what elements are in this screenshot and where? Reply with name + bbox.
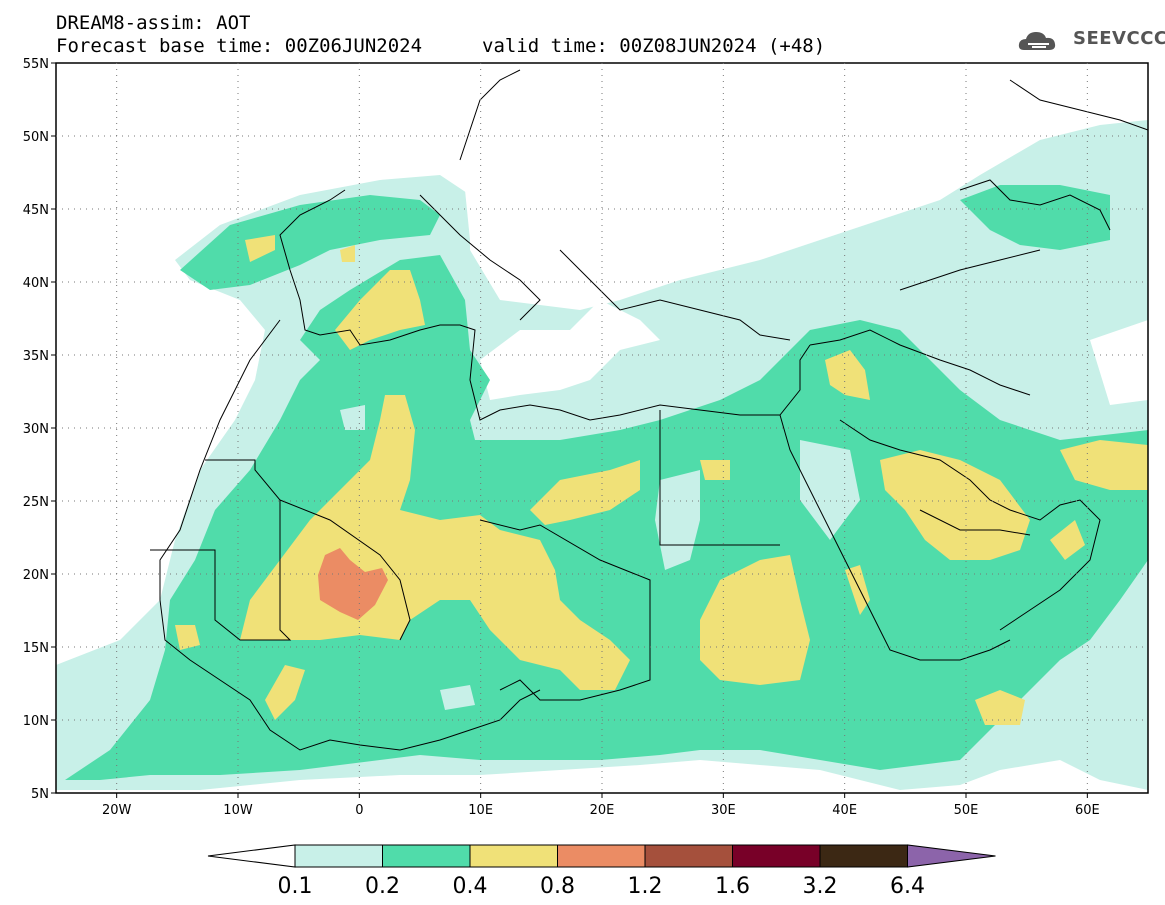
- coastlines-borders: [150, 69, 1148, 751]
- colorbar-labels: 0.1 0.2 0.4 0.8 1.2 1.6 3.2 6.4: [278, 874, 926, 899]
- cloud-icon: [1018, 32, 1056, 50]
- colorbar-swatches: [207, 844, 996, 868]
- lat-label: 20N: [23, 568, 49, 583]
- colorbar-swatch: [294, 844, 383, 868]
- lat-label: 50N: [23, 130, 49, 145]
- colorbar-label: 3.2: [803, 874, 838, 899]
- lat-label: 30N: [23, 422, 49, 437]
- aot-band-0.8: [318, 548, 388, 620]
- lat-label: 10N: [23, 714, 49, 729]
- colorbar-swatch: [644, 844, 733, 868]
- lon-label: 20W: [102, 803, 132, 818]
- colorbar-label: 6.4: [890, 874, 925, 899]
- colorbar-under-arrow: [207, 844, 296, 868]
- forecast-base-time: Forecast base time: 00Z06JUN2024: [56, 35, 423, 57]
- colorbar-swatch: [557, 844, 646, 868]
- colorbar-swatch: [382, 844, 471, 868]
- lat-label: 5N: [31, 787, 49, 802]
- latitude-labels: 55N 50N 45N 40N 35N 30N 25N 20N 15N 10N 5N: [23, 57, 49, 802]
- colorbar-swatch: [469, 844, 558, 868]
- lon-label: 10W: [223, 803, 253, 818]
- longitude-labels: 20W 10W 0 10E 20E 30E 40E 50E 60E: [102, 803, 1100, 818]
- aot-band-0.2: [65, 185, 1148, 780]
- colorbar-over-arrow: [907, 844, 996, 868]
- lon-label: 40E: [832, 803, 857, 818]
- colorbar-swatch: [732, 844, 821, 868]
- lon-label: 50E: [954, 803, 979, 818]
- logo-text: SEEVCCC: [1073, 28, 1165, 49]
- lat-label: 15N: [23, 641, 49, 656]
- lat-label: 25N: [23, 495, 49, 510]
- colorbar-label: 1.2: [628, 874, 663, 899]
- axis-ticks: [51, 62, 1088, 798]
- lon-label: 60E: [1075, 803, 1100, 818]
- lon-label: 10E: [468, 803, 493, 818]
- lat-label: 40N: [23, 276, 49, 291]
- colorbar-label: 0.8: [540, 874, 575, 899]
- valid-time: valid time: 00Z08JUN2024 (+48): [482, 35, 826, 57]
- lon-label: 20E: [590, 803, 615, 818]
- map-title: DREAM8-assim: AOT: [56, 12, 251, 34]
- graticule: [56, 63, 1148, 793]
- colorbar-label: 0.1: [278, 874, 313, 899]
- lat-label: 55N: [23, 57, 49, 72]
- lat-label: 35N: [23, 349, 49, 364]
- colorbar-label: 0.2: [365, 874, 400, 899]
- colorbar-label: 0.4: [453, 874, 488, 899]
- lat-label: 45N: [23, 203, 49, 218]
- colorbar-label: 1.6: [715, 874, 750, 899]
- aot-band-0.4: [175, 235, 1148, 725]
- colorbar-swatch: [819, 844, 908, 868]
- lon-label: 0: [355, 803, 363, 818]
- lon-label: 30E: [711, 803, 736, 818]
